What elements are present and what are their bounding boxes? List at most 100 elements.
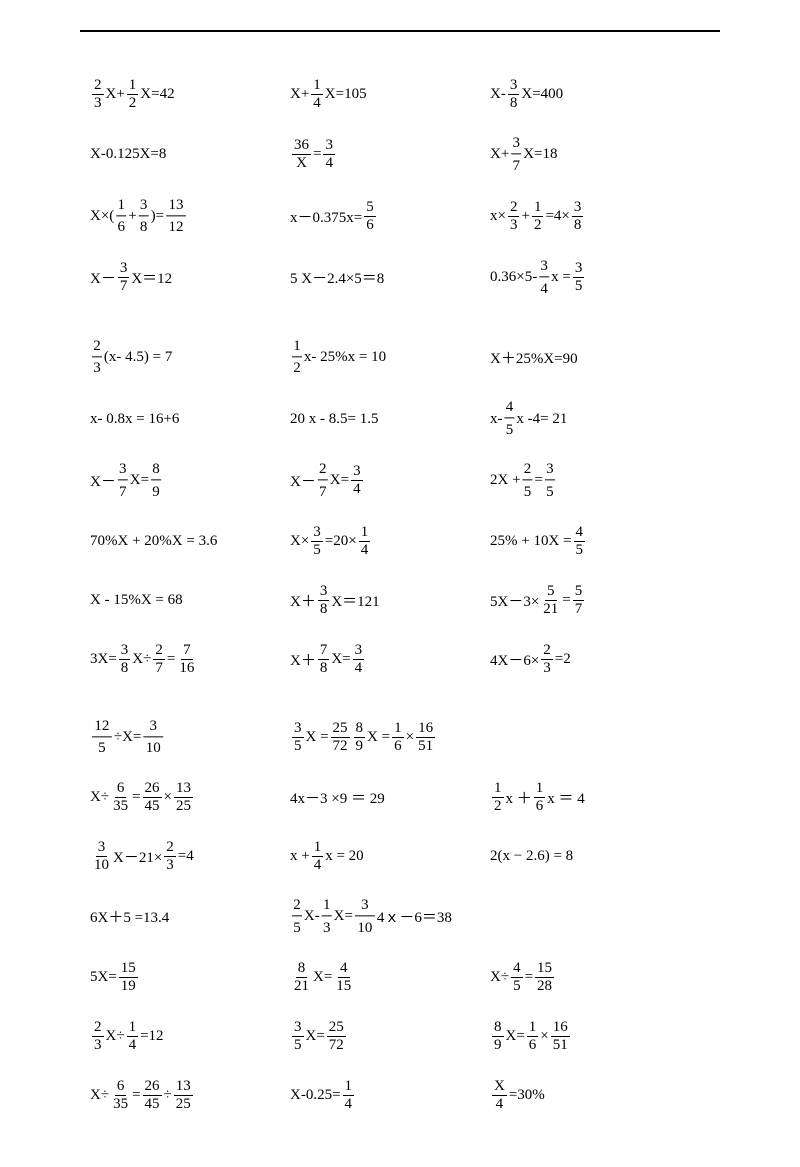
fraction: 45 (511, 960, 523, 995)
fraction: 36X (292, 137, 311, 172)
fraction: 12 (127, 77, 139, 112)
equation-text: =20× (325, 533, 357, 550)
fraction: 3─7 (118, 462, 128, 500)
equation-cell: x×23 +12 =4×38 (490, 199, 690, 234)
equation-text: + (128, 208, 136, 225)
equation-text: X＝12 (131, 267, 172, 288)
equation-text: X÷ (90, 789, 109, 806)
equation-row: X÷ 635 =2645 ×13254x－3 ×9 ＝ 2912 x ＋ 16 … (90, 780, 710, 815)
fraction: 37 (118, 260, 130, 295)
fraction: 35 (292, 720, 304, 755)
equation-row: x- 0.8x = 16+620 x - 8.5= 1.5x- 4─5x -4=… (90, 400, 710, 438)
fraction: 635 (111, 1078, 130, 1113)
equation-cell: X－3─7X= 8─9 (90, 462, 290, 500)
equation-row: 3X=38 X÷27 =716X＋78 X=344X－6×23 =2 (90, 642, 710, 677)
fraction: 56 (364, 199, 376, 234)
fraction: 78 (318, 642, 330, 677)
equation-text: X= (334, 908, 353, 925)
equation-text: 6X＋5 =13.4 (90, 906, 169, 927)
fraction: 1325 (174, 1078, 193, 1113)
fraction: 23 (541, 642, 553, 677)
equation-cell: 4X－6×23 =2 (490, 642, 690, 677)
equation-text: x + (290, 848, 310, 865)
fraction: 310 (92, 839, 111, 874)
equation-cell: 35 X = 2572 89 X = 16 ×1651 (290, 720, 490, 755)
equation-row: 310 X－21×23 =4x + 14 x = 202(x − 2.6) = … (90, 839, 710, 874)
fraction: 23 (92, 77, 104, 112)
equation-text: 25% + 10X = (490, 533, 572, 550)
fraction: 3─8 (139, 198, 149, 236)
page: 23 X+12 X=42X+14 X=105X-38 X=400X-0.125X… (0, 0, 800, 1167)
equation-cell: x + 14 x = 20 (290, 839, 490, 874)
equation-cell: 2X + 2─5= 3─5 (490, 462, 690, 500)
fraction: 1651 (551, 1019, 570, 1054)
equation-text: X÷ (132, 651, 151, 668)
equation-cell: X+14 X=105 (290, 77, 490, 112)
fraction: 4─5 (505, 400, 515, 438)
equation-cell: 5X－3×521 =57 (490, 583, 690, 618)
fraction: 2572 (327, 1019, 346, 1054)
fraction: 8─9 (151, 462, 161, 500)
equation-text: X+ (490, 146, 509, 163)
fraction: 35 (573, 260, 585, 295)
header-rule (80, 30, 720, 32)
equation-text: 70%X + 20%X = 3.6 (90, 533, 217, 550)
equation-text: 2X + (490, 472, 521, 489)
equation-text: X=400 (521, 86, 563, 103)
equation-text: X= (330, 472, 349, 489)
equation-text: x- 0.8x = 16+6 (90, 411, 179, 428)
equation-cell: 36X = 34 (290, 137, 490, 172)
fraction: 1519 (119, 960, 138, 995)
equation-text: X=18 (523, 146, 557, 163)
equation-cell: 310 X－21×23 =4 (90, 839, 290, 874)
equation-cell: 5 X－2.4×5＝8 (290, 267, 490, 288)
equation-cell: 3X=38 X÷27 =716 (90, 642, 290, 677)
fraction: 1528 (535, 960, 554, 995)
equation-cell: X4 =30% (490, 1078, 690, 1113)
fraction: 23 (92, 1019, 104, 1054)
equation-cell: x－0.375x=56 (290, 199, 490, 234)
fraction: 14 (127, 1019, 139, 1054)
fraction: 3─4 (539, 259, 549, 297)
equation-text: = (562, 592, 570, 609)
equation-cell: 0.36×5- 3─4x = 35 (490, 259, 690, 297)
equation-text: =4× (545, 208, 569, 225)
fraction: 3──10 (355, 898, 375, 936)
equation-text: 5X= (90, 969, 117, 986)
equation-text: =4 (178, 848, 194, 865)
fraction: 16 (527, 1019, 539, 1054)
equation-cell: X÷45 =1528 (490, 960, 690, 995)
fraction: 38 (572, 199, 584, 234)
equation-cell: X÷ 635 =2645 ×1325 (90, 780, 290, 815)
equation-text: X÷ (490, 969, 509, 986)
equation-text: × (164, 789, 172, 806)
equation-text: x ＝ 4 (547, 787, 585, 808)
equation-cell: 25% + 10X = 45 (490, 524, 690, 559)
equation-cell: 4x－3 ×9 ＝ 29 (290, 787, 490, 808)
fraction: 635 (111, 780, 130, 815)
fraction: 38 (318, 583, 330, 618)
equation-text: X=105 (325, 86, 367, 103)
equation-cell: X－ 2─7X=34 (290, 462, 490, 500)
equation-text: X = (367, 729, 390, 746)
equation-cell: 2─5X-1─3X=3──10 4ｘ－6＝38 (290, 898, 490, 936)
fraction: 89 (492, 1019, 504, 1054)
equation-text: 4X－6× (490, 649, 539, 670)
equation-text: X÷ (90, 1087, 109, 1104)
equation-row: X－3─7X= 8─9X－ 2─7X=342X + 2─5= 3─5 (90, 462, 710, 500)
equation-text: x- 25%x = 10 (304, 349, 386, 366)
equation-text: 20 x - 8.5= 1.5 (290, 411, 378, 428)
equation-text: = (313, 146, 321, 163)
equation-text: X＝121 (331, 590, 379, 611)
equation-cell: X÷635 =2645 ÷1325 (90, 1078, 290, 1113)
equation-cell: X－37 X＝12 (90, 260, 290, 295)
equation-text: = (132, 789, 140, 806)
equation-text: = (534, 472, 542, 489)
equation-text: X＋ (290, 649, 316, 670)
fraction: 1─2 (292, 339, 302, 377)
equation-cell: X＋25%X=90 (490, 347, 690, 368)
equation-cell: x- 0.8x = 16+6 (90, 411, 290, 428)
equation-text: = (132, 1087, 140, 1104)
equation-text: X-0.125X=8 (90, 146, 166, 163)
equation-text: X－ (290, 470, 316, 491)
